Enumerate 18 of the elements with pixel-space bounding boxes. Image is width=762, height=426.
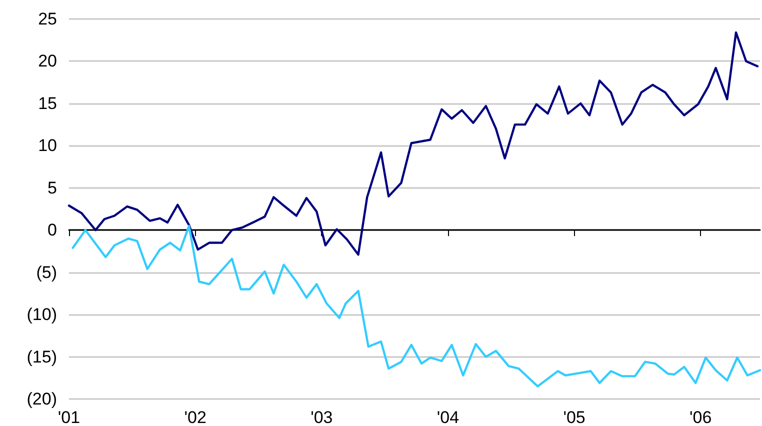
y-tick-label: (10) (26, 305, 57, 324)
y-tick-label: 15 (38, 94, 57, 113)
y-tick-label: (15) (26, 347, 57, 366)
x-tick-label: '04 (436, 408, 460, 426)
y-tick-label: 5 (48, 178, 57, 198)
y-tick-label: (5) (36, 262, 57, 282)
x-tick-label: '05 (563, 408, 586, 426)
x-tick-label: '03 (310, 408, 333, 426)
y-tick-label: 20 (38, 52, 57, 71)
x-tick-label: '06 (690, 408, 712, 426)
y-tick-label: 25 (38, 10, 57, 28)
line-series (72, 224, 762, 388)
x-tick-label: '01 (58, 408, 80, 426)
y-tick-label: (20) (26, 390, 57, 408)
line-series (68, 31, 759, 256)
x-tick-label: '02 (184, 408, 206, 426)
y-tick-label: 0 (48, 220, 57, 240)
y-tick-label: 10 (38, 136, 57, 156)
